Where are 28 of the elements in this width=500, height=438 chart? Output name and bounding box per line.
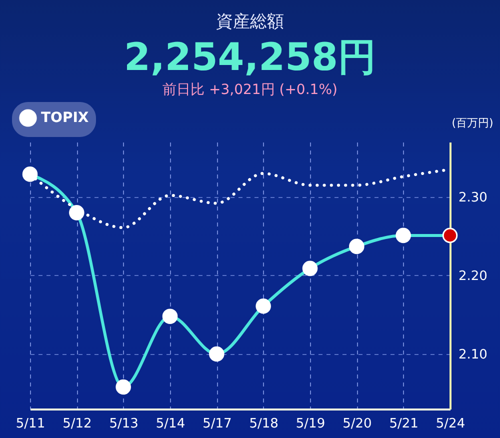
point: [162, 308, 178, 324]
x-tick-label: 5/13: [109, 416, 138, 432]
y-tick-label: 2.10: [458, 348, 488, 363]
point: [349, 238, 364, 254]
chart-subtitle: 2,254,258円: [123, 35, 377, 79]
y-axis-title: (百万円): [452, 116, 494, 130]
x-tick-label: 5/18: [249, 416, 278, 432]
x-tick-label: 5/19: [296, 416, 326, 432]
point: [22, 166, 38, 182]
x-tick-label: 5/21: [389, 416, 418, 432]
y-tick-label: 2.20: [458, 269, 488, 284]
x-tick-label: 5/11: [16, 416, 46, 432]
y-tick-label: 2.30: [458, 190, 488, 206]
point: [116, 379, 131, 395]
text: 前日比 +3,021円 (+0.1%): [162, 81, 338, 99]
x-tick-label: 5/14: [156, 416, 186, 432]
point: [69, 205, 84, 220]
point: [396, 228, 411, 244]
point: [209, 346, 224, 362]
x-tick-label: 5/17: [202, 416, 232, 432]
legend-label: TOPIX: [41, 110, 89, 126]
x-tick-label: 5/20: [342, 416, 372, 432]
x-tick-label: 5/12: [62, 416, 92, 432]
point: [442, 228, 458, 244]
point: [256, 298, 271, 314]
chart-title: 資産総額: [215, 11, 285, 33]
point: [302, 260, 318, 276]
x-tick-label: 5/24: [436, 416, 466, 432]
